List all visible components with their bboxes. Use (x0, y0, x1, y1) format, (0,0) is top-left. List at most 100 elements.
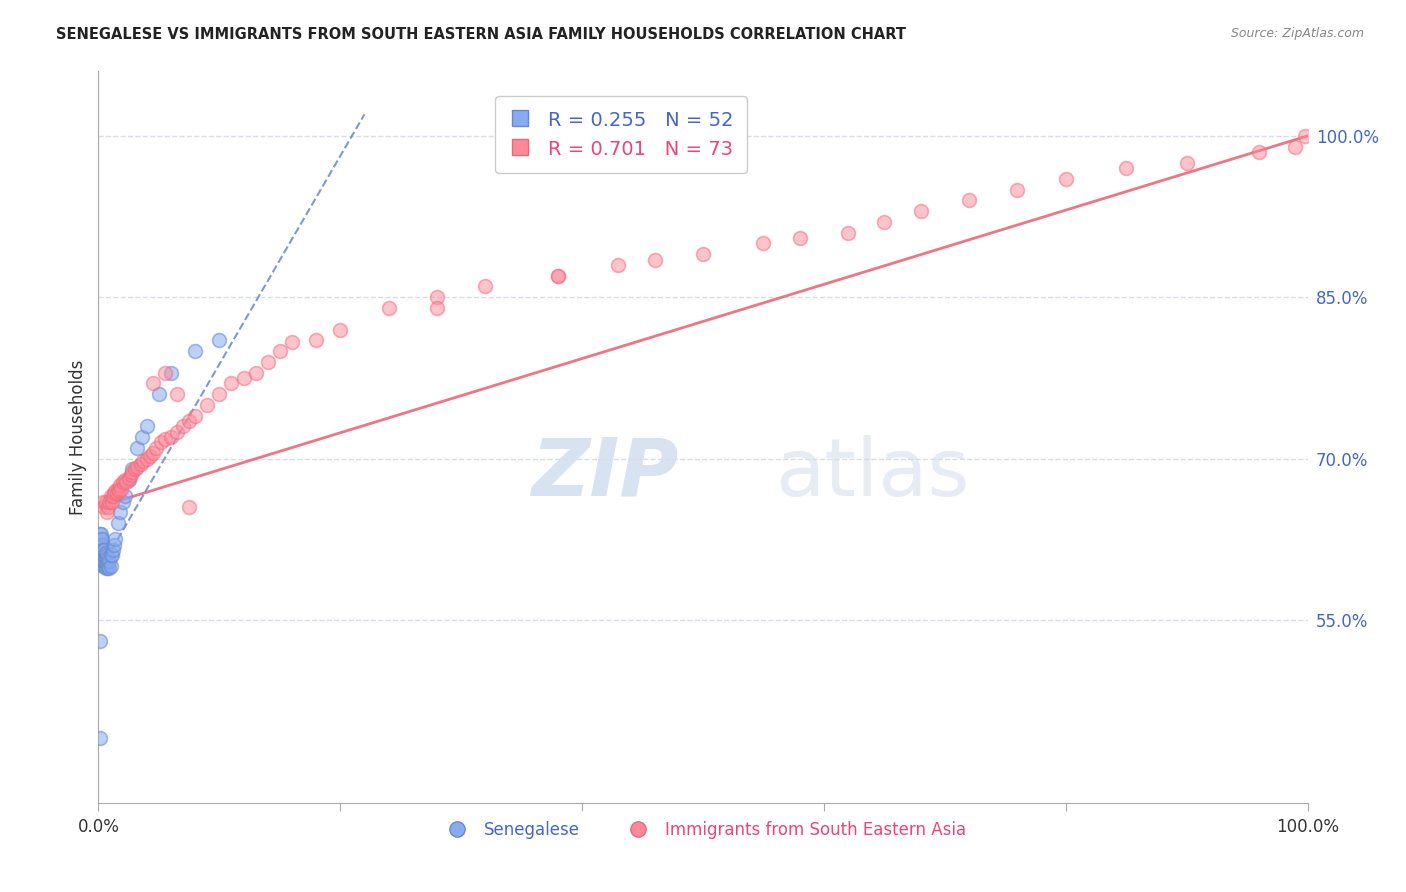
Text: Source: ZipAtlas.com: Source: ZipAtlas.com (1230, 27, 1364, 40)
Point (100, 549, 122, 563)
Point (96, 505, 118, 519)
Point (89, 634, 111, 648)
Point (124, 462, 146, 476)
Point (91, 533, 114, 547)
Point (111, 475, 134, 490)
Point (89, 538, 111, 552)
Point (474, 279, 496, 293)
Point (142, 376, 165, 391)
Point (89, 731, 111, 746)
Point (90, 543, 112, 558)
Point (281, 335, 304, 350)
Point (97, 500, 120, 514)
Point (97, 559, 120, 574)
Point (873, 215, 896, 229)
Point (110, 482, 132, 496)
Point (166, 425, 188, 439)
Point (91, 538, 114, 552)
Point (114, 489, 136, 503)
Point (103, 538, 125, 552)
Point (644, 252, 666, 267)
Point (184, 409, 207, 423)
Point (97, 550, 120, 565)
Point (1115, 161, 1137, 176)
Point (208, 333, 231, 347)
Point (1054, 172, 1077, 186)
Point (93, 549, 115, 563)
Point (232, 371, 254, 385)
Point (108, 483, 131, 498)
Point (100, 549, 122, 563)
Point (837, 226, 859, 240)
Point (98, 494, 121, 508)
Point (160, 366, 183, 380)
Point (179, 500, 201, 514)
Point (90, 533, 112, 547)
Point (153, 432, 176, 446)
Point (1249, 145, 1271, 159)
Point (221, 376, 243, 391)
Point (426, 290, 449, 304)
Y-axis label: Family Households: Family Households (69, 359, 87, 515)
Point (90, 549, 112, 563)
Point (957, 194, 980, 208)
Point (98, 554, 121, 568)
Point (752, 236, 775, 251)
Point (121, 462, 143, 476)
Point (208, 387, 231, 401)
Point (1175, 156, 1198, 170)
Point (107, 482, 129, 496)
Point (91, 543, 114, 558)
Point (91, 559, 114, 574)
Point (135, 419, 157, 434)
Point (789, 231, 811, 245)
Point (1294, 128, 1316, 143)
Legend: Senegalese, Immigrants from South Eastern Asia: Senegalese, Immigrants from South Easter… (433, 814, 973, 846)
Point (127, 460, 149, 475)
Point (1284, 139, 1306, 153)
Point (93, 500, 115, 514)
Point (1007, 183, 1029, 197)
Point (148, 387, 170, 401)
Point (91, 494, 114, 508)
Point (142, 446, 165, 460)
Point (184, 344, 207, 359)
Point (131, 430, 153, 444)
Point (145, 441, 167, 455)
Point (120, 467, 142, 482)
Point (91, 554, 114, 568)
Point (108, 478, 131, 492)
Point (426, 301, 449, 315)
Point (139, 450, 162, 464)
Text: ZIP: ZIP (531, 434, 679, 513)
Point (91, 549, 114, 563)
Point (115, 475, 138, 490)
Point (94, 561, 117, 575)
Point (101, 489, 124, 503)
Point (103, 486, 125, 500)
Point (132, 454, 155, 468)
Point (256, 355, 278, 369)
Point (692, 247, 714, 261)
Point (108, 505, 131, 519)
Point (89, 527, 111, 541)
Point (329, 322, 352, 336)
Point (114, 473, 136, 487)
Point (160, 430, 183, 444)
Point (105, 486, 128, 500)
Point (127, 441, 149, 455)
Point (129, 457, 152, 471)
Point (94, 494, 117, 508)
Point (910, 204, 932, 219)
Point (93, 554, 115, 568)
Point (195, 398, 218, 412)
Point (100, 559, 122, 574)
Point (607, 258, 630, 272)
Point (305, 333, 328, 347)
Point (98, 561, 121, 575)
Text: SENEGALESE VS IMMIGRANTS FROM SOUTH EASTERN ASIA FAMILY HOUSEHOLDS CORRELATION C: SENEGALESE VS IMMIGRANTS FROM SOUTH EAST… (56, 27, 907, 42)
Point (100, 489, 122, 503)
Point (96, 549, 118, 563)
Point (118, 471, 141, 485)
Point (547, 268, 569, 283)
